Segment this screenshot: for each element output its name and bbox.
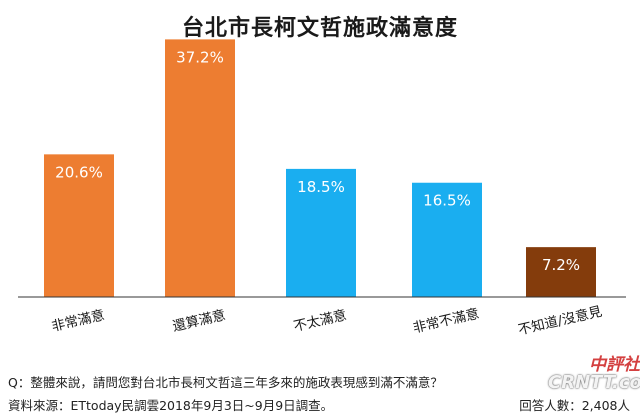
- category-label-2: 還算滿意: [171, 306, 227, 335]
- data-source: 資料來源：ETtoday民調雲2018年9月3日~9月9日調查。: [8, 398, 334, 413]
- category-label-1: 非常滿意: [50, 306, 106, 335]
- data-label-4: 16.5%: [423, 192, 471, 210]
- bars-layer: [44, 39, 596, 297]
- data-label-5: 7.2%: [542, 256, 580, 274]
- watermark-logo: 中評社 CRNTT.com: [548, 356, 640, 400]
- category-label-5: 不知道/沒意見: [516, 303, 603, 339]
- bar-5: [526, 247, 596, 297]
- category-label-3: 不太滿意: [292, 306, 348, 335]
- data-label-2: 37.2%: [176, 48, 224, 66]
- bar-3: [286, 168, 356, 297]
- category-label-4: 非常不滿意: [411, 305, 481, 337]
- bar-4: [412, 182, 482, 297]
- data-label-3: 18.5%: [297, 178, 345, 196]
- bar-1: [44, 154, 114, 297]
- bar-chart: 20.6% 非常滿意 37.2% 還算滿意 18.5% 不太滿意 16.5% 非常不滿意 7.2…: [18, 39, 626, 339]
- respondent-count: 回答人數：2,408人: [519, 398, 630, 413]
- watermark-top-text: 中評社: [589, 355, 640, 375]
- data-label-1: 20.6%: [55, 163, 103, 181]
- chart-title: 台北市長柯文哲施政滿意度: [181, 16, 458, 41]
- survey-question: Q：整體來說，請問您對台北市長柯文哲這三年多來的施政表現感到滿不滿意？: [8, 375, 443, 390]
- watermark-bottom-text: CRNTT.com: [548, 372, 640, 393]
- bar-2: [165, 39, 235, 297]
